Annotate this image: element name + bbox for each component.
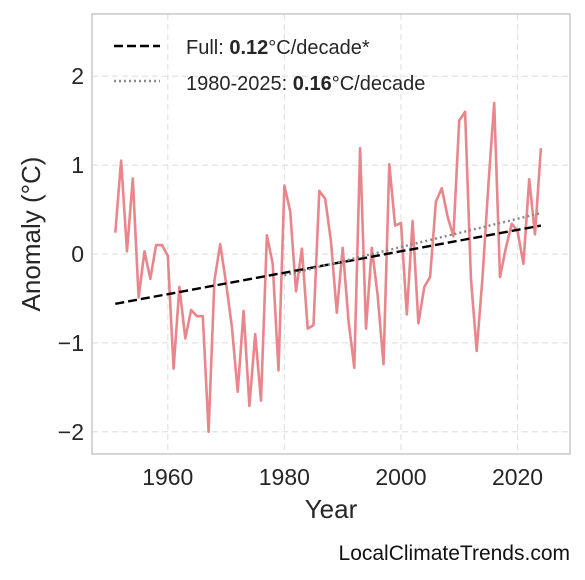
legend-recent-prefix: 1980-2025:	[186, 73, 293, 95]
legend-label-recent: 1980-2025: 0.16°C/decade	[186, 73, 425, 95]
anomaly-series-line	[114, 101, 543, 434]
legend-full-value: 0.12	[229, 37, 268, 59]
legend-recent-value: 0.16	[293, 73, 332, 95]
y-tick-label: −2	[58, 419, 84, 445]
recent-trend-line	[284, 211, 542, 277]
watermark: LocalClimateTrends.com	[339, 542, 570, 565]
legend-full-prefix: Full:	[186, 37, 229, 59]
full-trend-line	[115, 224, 542, 305]
y-axis-label: Anomaly (°C)	[16, 157, 46, 312]
x-axis-label: Year	[305, 494, 358, 524]
x-tick-label: 2020	[492, 464, 543, 490]
legend: Full: 0.12°C/decade* 1980-2025: 0.16°C/d…	[114, 37, 425, 95]
x-tick-label: 1960	[142, 464, 193, 490]
y-ticks: 2 1 0 −1 −2	[58, 63, 84, 445]
y-tick-label: 1	[71, 152, 84, 178]
legend-recent-suffix: °C/decade	[332, 73, 426, 95]
y-tick-label: −1	[58, 330, 84, 356]
y-tick-label: 0	[71, 241, 84, 267]
legend-label-full: Full: 0.12°C/decade*	[186, 37, 370, 59]
x-tick-label: 1980	[259, 464, 310, 490]
legend-full-suffix: °C/decade*	[268, 37, 370, 59]
series-layer	[114, 101, 543, 434]
plot-frame	[91, 13, 571, 455]
x-tick-label: 2000	[375, 464, 426, 490]
x-ticks: 1960 1980 2000 2020	[142, 464, 543, 490]
y-tick-label: 2	[71, 63, 84, 89]
